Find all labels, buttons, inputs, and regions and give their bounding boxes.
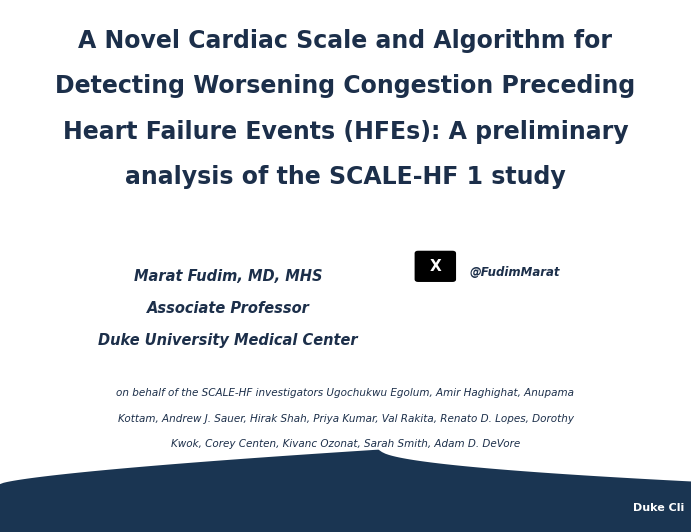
Text: Duke University Medical Center: Duke University Medical Center bbox=[98, 332, 358, 347]
Text: Associate Professor: Associate Professor bbox=[146, 301, 310, 315]
Text: @FudimMarat: @FudimMarat bbox=[470, 266, 560, 279]
Text: A Novel Cardiac Scale and Algorithm for: A Novel Cardiac Scale and Algorithm for bbox=[79, 29, 612, 53]
Text: X: X bbox=[429, 259, 442, 274]
Text: Heart Failure Events (HFEs): A preliminary: Heart Failure Events (HFEs): A prelimina… bbox=[63, 120, 628, 144]
Text: Kwok, Corey Centen, Kivanc Ozonat, Sarah Smith, Adam D. DeVore: Kwok, Corey Centen, Kivanc Ozonat, Sarah… bbox=[171, 439, 520, 450]
Polygon shape bbox=[0, 450, 691, 532]
Text: Duke Cli: Duke Cli bbox=[633, 503, 684, 513]
Text: Detecting Worsening Congestion Preceding: Detecting Worsening Congestion Preceding bbox=[55, 74, 636, 98]
Text: on behalf of the SCALE-HF investigators Ugochukwu Egolum, Amir Haghighat, Anupam: on behalf of the SCALE-HF investigators … bbox=[117, 388, 574, 398]
Text: Marat Fudim, MD, MHS: Marat Fudim, MD, MHS bbox=[134, 269, 322, 284]
Text: analysis of the SCALE-HF 1 study: analysis of the SCALE-HF 1 study bbox=[125, 165, 566, 189]
Text: Kottam, Andrew J. Sauer, Hirak Shah, Priya Kumar, Val Rakita, Renato D. Lopes, D: Kottam, Andrew J. Sauer, Hirak Shah, Pri… bbox=[117, 414, 574, 424]
FancyBboxPatch shape bbox=[415, 251, 456, 282]
